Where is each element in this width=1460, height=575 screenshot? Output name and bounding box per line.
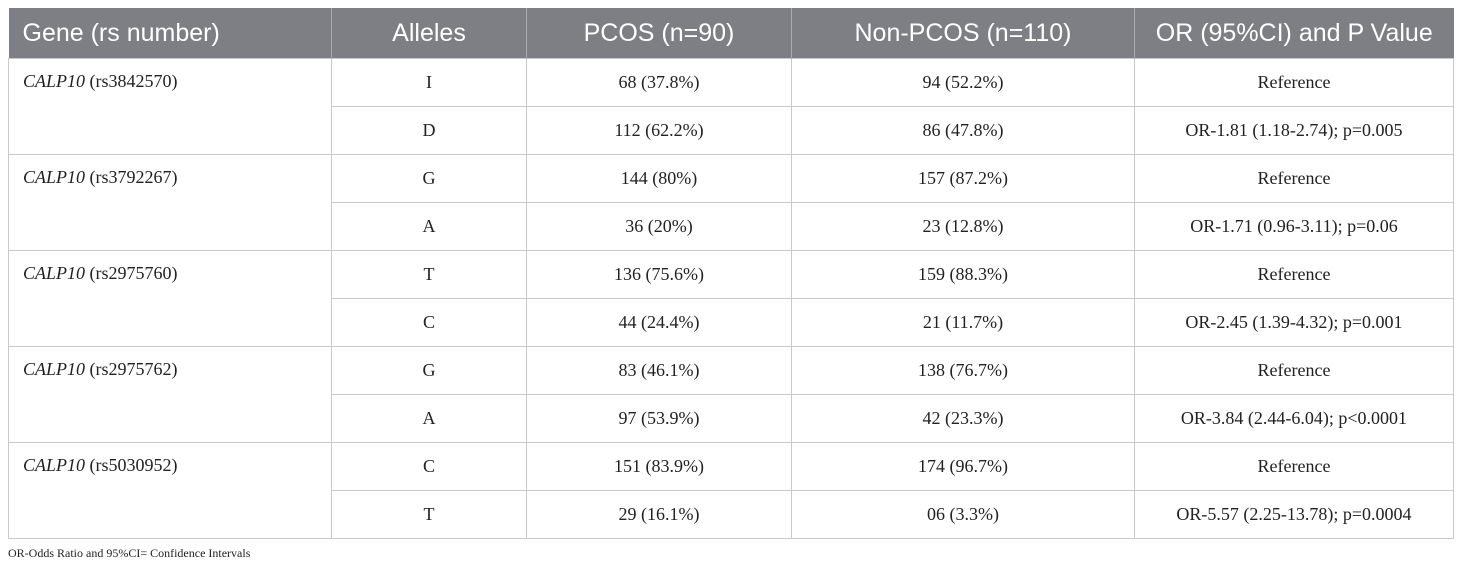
allele-cell: G (331, 154, 527, 203)
allele-cell: T (331, 250, 527, 299)
pcos-cell: 83 (46.1%) (526, 346, 792, 395)
or-cell: Reference (1134, 346, 1454, 395)
gene-cell: CALP10 (rs2975760) (8, 250, 332, 347)
pcos-cell: 151 (83.9%) (526, 442, 792, 491)
table-row: CALP10 (rs5030952) C 151 (83.9%) 174 (96… (8, 442, 1454, 539)
rs-number: (rs5030952) (89, 455, 178, 475)
table-row: C 44 (24.4%) 21 (11.7%) OR-2.45 (1.39-4.… (9, 298, 1454, 347)
pcos-cell: 68 (37.8%) (526, 58, 792, 107)
non-pcos-cell: 06 (3.3%) (791, 490, 1135, 539)
or-cell: Reference (1134, 250, 1454, 299)
header-pcos: PCOS (n=90) (526, 8, 792, 59)
header-non-pcos: Non-PCOS (n=110) (791, 8, 1135, 59)
non-pcos-cell: 94 (52.2%) (791, 58, 1135, 107)
rs-number: (rs2975762) (89, 359, 178, 379)
table-row: A 97 (53.9%) 42 (23.3%) OR-3.84 (2.44-6.… (9, 394, 1454, 443)
non-pcos-cell: 21 (11.7%) (791, 298, 1135, 347)
or-cell: Reference (1134, 154, 1454, 203)
table-header: Gene (rs number) Alleles PCOS (n=90) Non… (8, 8, 1454, 59)
pcos-cell: 112 (62.2%) (526, 106, 792, 155)
allele-cell: T (331, 490, 527, 539)
or-cell: OR-1.81 (1.18-2.74); p=0.005 (1134, 106, 1454, 155)
allele-cell: A (331, 202, 527, 251)
table-row: CALP10 (rs2975760) T 136 (75.6%) 159 (88… (8, 250, 1454, 347)
header-gene: Gene (rs number) (8, 8, 332, 59)
non-pcos-cell: 159 (88.3%) (791, 250, 1135, 299)
allele-cell: C (331, 442, 527, 491)
pcos-cell: 144 (80%) (526, 154, 792, 203)
header-or: OR (95%CI) and P Value (1134, 8, 1454, 59)
table-row: T 29 (16.1%) 06 (3.3%) OR-5.57 (2.25-13.… (9, 490, 1454, 539)
table-row: D 112 (62.2%) 86 (47.8%) OR-1.81 (1.18-2… (9, 106, 1454, 155)
rs-number: (rs3792267) (89, 167, 178, 187)
gene-name: CALP10 (23, 455, 86, 475)
non-pcos-cell: 23 (12.8%) (791, 202, 1135, 251)
gene-cell: CALP10 (rs2975762) (8, 346, 332, 443)
allele-cell: D (331, 106, 527, 155)
or-cell: OR-3.84 (2.44-6.04); p<0.0001 (1134, 394, 1454, 443)
non-pcos-cell: 86 (47.8%) (791, 106, 1135, 155)
table-row: A 36 (20%) 23 (12.8%) OR-1.71 (0.96-3.11… (9, 202, 1454, 251)
pcos-cell: 44 (24.4%) (526, 298, 792, 347)
or-cell: Reference (1134, 58, 1454, 107)
table-row: CALP10 (rs3792267) G 144 (80%) 157 (87.2… (8, 154, 1454, 251)
pcos-cell: 36 (20%) (526, 202, 792, 251)
non-pcos-cell: 42 (23.3%) (791, 394, 1135, 443)
pcos-cell: 136 (75.6%) (526, 250, 792, 299)
gene-name: CALP10 (23, 263, 86, 283)
allele-cell: I (331, 58, 527, 107)
table-footnote: OR-Odds Ratio and 95%CI= Confidence Inte… (8, 546, 251, 560)
table-row: CALP10 (rs3842570) I 68 (37.8%) 94 (52.2… (8, 58, 1454, 155)
table-body: CALP10 (rs3842570) I 68 (37.8%) 94 (52.2… (8, 58, 1454, 539)
allele-frequency-table: Gene (rs number) Alleles PCOS (n=90) Non… (8, 8, 1454, 539)
gene-name: CALP10 (23, 359, 86, 379)
gene-cell: CALP10 (rs3792267) (8, 154, 332, 251)
gene-cell: CALP10 (rs5030952) (8, 442, 332, 539)
non-pcos-cell: 157 (87.2%) (791, 154, 1135, 203)
table-row: CALP10 (rs2975762) G 83 (46.1%) 138 (76.… (8, 346, 1454, 443)
non-pcos-cell: 174 (96.7%) (791, 442, 1135, 491)
header-row: Gene (rs number) Alleles PCOS (n=90) Non… (8, 8, 1454, 59)
gene-name: CALP10 (23, 71, 86, 91)
non-pcos-cell: 138 (76.7%) (791, 346, 1135, 395)
gene-name: CALP10 (23, 167, 86, 187)
pcos-cell: 97 (53.9%) (526, 394, 792, 443)
allele-cell: C (331, 298, 527, 347)
or-cell: Reference (1134, 442, 1454, 491)
or-cell: OR-5.57 (2.25-13.78); p=0.0004 (1134, 490, 1454, 539)
allele-cell: G (331, 346, 527, 395)
rs-number: (rs2975760) (89, 263, 178, 283)
header-alleles: Alleles (331, 8, 527, 59)
gene-cell: CALP10 (rs3842570) (8, 58, 332, 155)
or-cell: OR-2.45 (1.39-4.32); p=0.001 (1134, 298, 1454, 347)
pcos-cell: 29 (16.1%) (526, 490, 792, 539)
or-cell: OR-1.71 (0.96-3.11); p=0.06 (1134, 202, 1454, 251)
rs-number: (rs3842570) (89, 71, 178, 91)
allele-cell: A (331, 394, 527, 443)
